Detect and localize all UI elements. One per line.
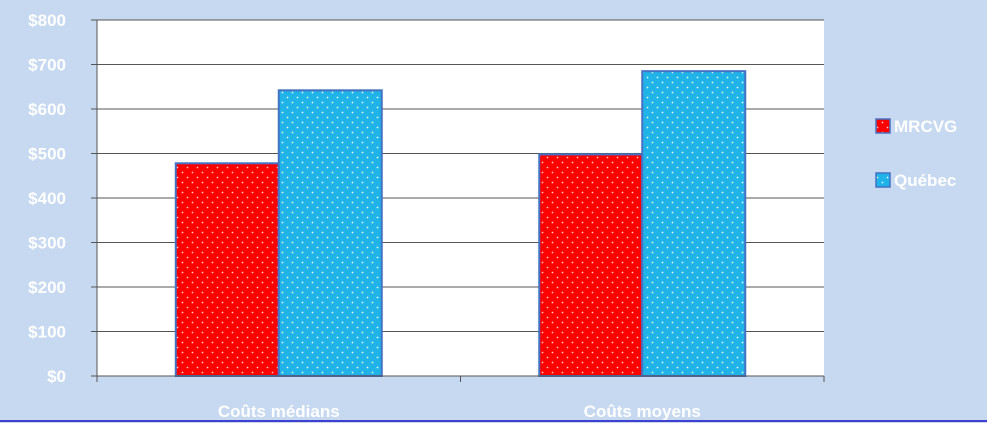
y-tick-label: $400: [28, 189, 66, 208]
legend-swatch: [875, 172, 891, 188]
x-category-label: Coûts médians: [218, 402, 340, 421]
y-tick-label: $500: [28, 145, 66, 164]
x-category-labels: Coûts médians Coûts moyens: [218, 402, 701, 421]
y-tick-label: $800: [28, 11, 66, 30]
y-tick-label: $700: [28, 56, 66, 75]
legend-label: Québec: [894, 171, 956, 190]
y-tick-label: $200: [28, 278, 66, 297]
bar-qu-bec-1: [277, 89, 383, 377]
bar-mrcvg-1: [174, 162, 280, 377]
y-tick-label: $100: [28, 323, 66, 342]
legend-label: MRCVG: [894, 117, 957, 136]
legend-swatch: [875, 118, 891, 134]
x-category-label: Coûts moyens: [584, 402, 701, 421]
y-tick-label: $300: [28, 234, 66, 253]
bars: [174, 70, 747, 378]
bar-mrcvg-2: [538, 153, 644, 377]
legend: MRCVG Québec: [875, 117, 957, 190]
bar-qu-bec-2: [641, 70, 747, 378]
axes: [96, 20, 825, 382]
y-tick-labels: $0 $100 $200 $300 $400 $500 $600 $700 $800: [28, 11, 66, 386]
y-tick-label: $600: [28, 100, 66, 119]
y-tick-label: $0: [47, 367, 66, 386]
